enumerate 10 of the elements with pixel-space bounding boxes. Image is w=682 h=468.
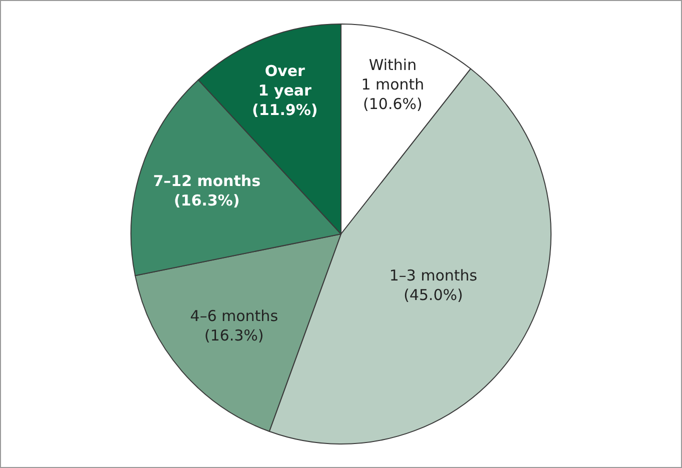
slice-label: 1–3 months [389, 266, 478, 285]
slice-label: Over 1 year [258, 62, 312, 100]
slice-label: 7–12 months [153, 172, 261, 190]
slice-label: 4–6 months [190, 307, 278, 326]
slice-label: Within 1 month [361, 56, 424, 94]
data-label: (45.0%) [404, 286, 463, 304]
data-label: (10.6%) [363, 94, 422, 113]
data-label: (16.3%) [204, 326, 264, 345]
data-label: (16.3%) [174, 191, 240, 210]
data-label: (11.9%) [252, 101, 318, 120]
